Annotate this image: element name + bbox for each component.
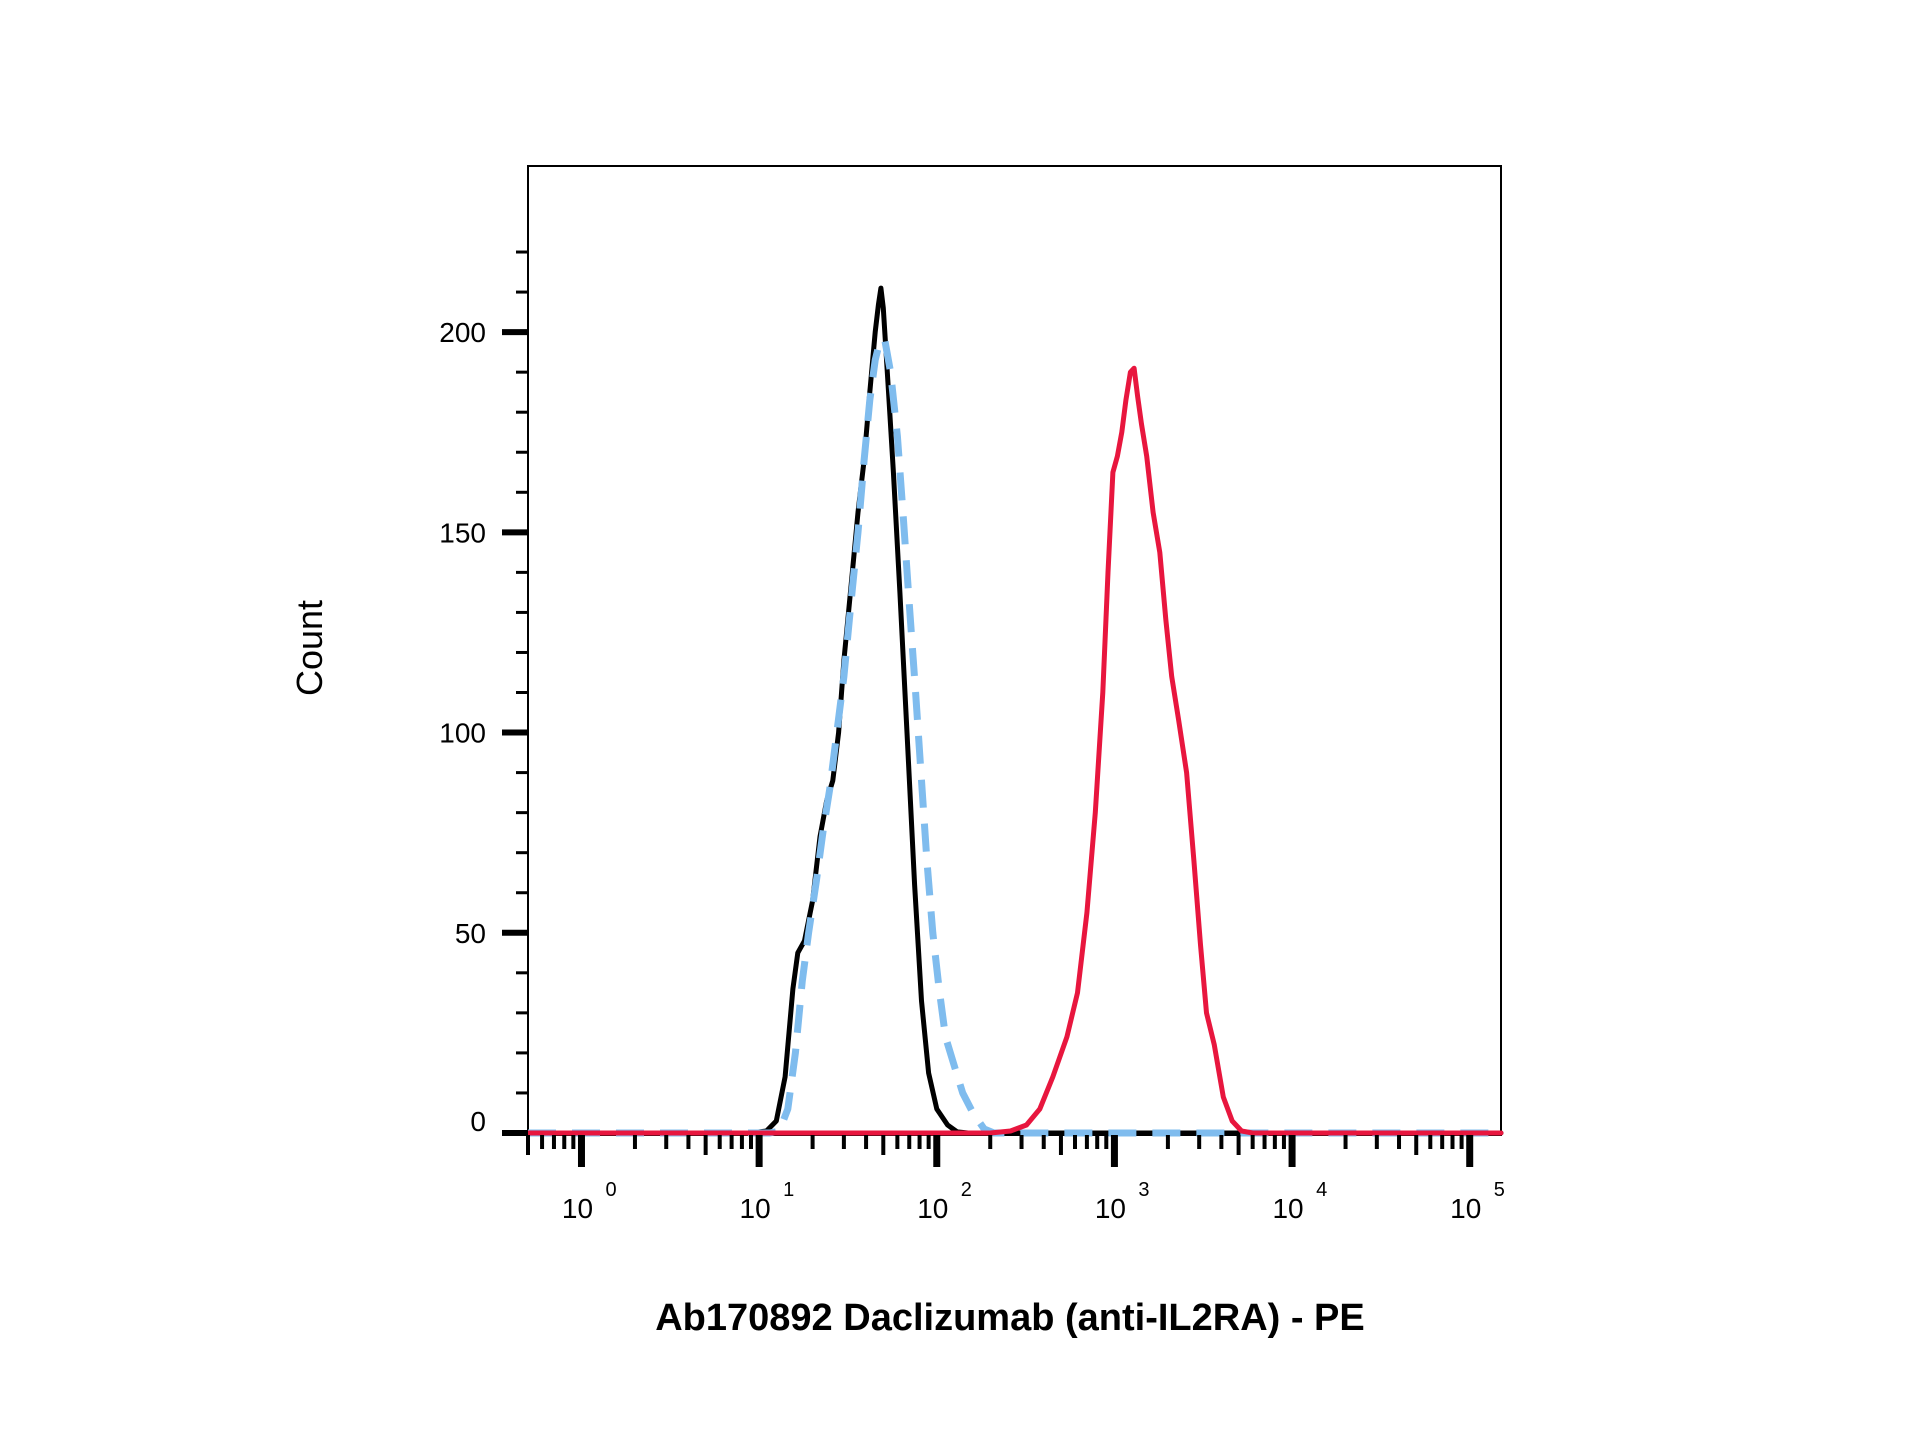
y-tick-label: 200 — [439, 317, 486, 348]
x-tick-label: 10 — [740, 1193, 771, 1224]
x-tick-exponent: 0 — [605, 1179, 616, 1201]
y-tick-label: 0 — [470, 1106, 486, 1137]
x-tick-label: 10 — [1450, 1193, 1481, 1224]
y-axis-title: Count — [289, 600, 330, 696]
y-tick-label: 150 — [439, 517, 486, 548]
x-tick-exponent: 3 — [1138, 1179, 1149, 1201]
x-axis: 10 0 10 1 10 2 10 3 10 4 10 5 — [526, 1135, 1505, 1224]
x-tick-label: 10 — [1272, 1193, 1303, 1224]
x-axis-title: Ab170892 Daclizumab (anti-IL2RA) - PE — [655, 1297, 1365, 1339]
series-line-1 — [525, 285, 1504, 1136]
series-line-2 — [528, 336, 1501, 1137]
x-tick-label: 10 — [1095, 1193, 1126, 1224]
series-layer — [525, 285, 1504, 1137]
x-tick-exponent: 4 — [1316, 1179, 1327, 1201]
x-tick-exponent: 5 — [1494, 1179, 1505, 1201]
x-tick-exponent: 2 — [961, 1179, 972, 1201]
y-axis: 0 50 100 150 200 — [439, 250, 528, 1137]
x-tick-exponent: 1 — [783, 1179, 794, 1201]
y-tick-label: 50 — [455, 918, 486, 949]
series-line-3 — [525, 365, 1504, 1136]
x-tick-label: 10 — [562, 1193, 593, 1224]
y-tick-label: 100 — [439, 718, 486, 749]
plot-frame — [527, 165, 1502, 1136]
x-tick-label: 10 — [917, 1193, 948, 1224]
